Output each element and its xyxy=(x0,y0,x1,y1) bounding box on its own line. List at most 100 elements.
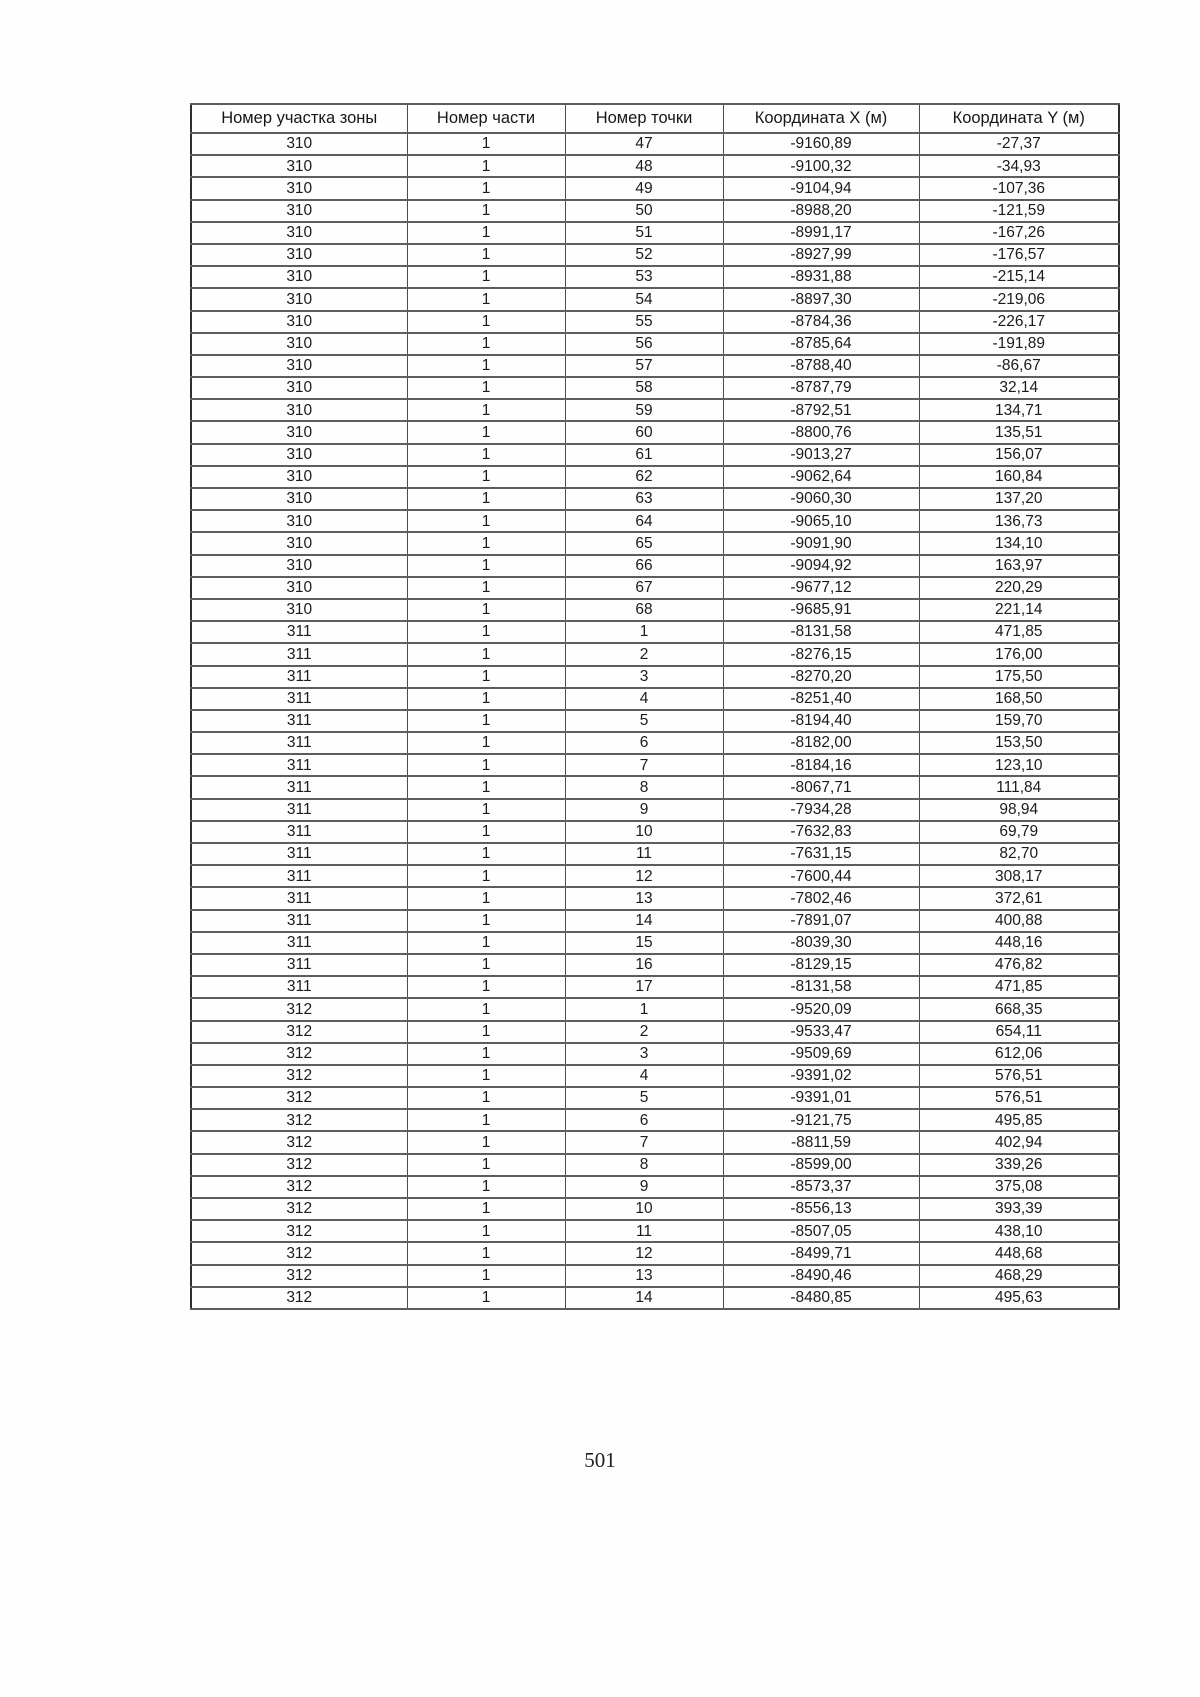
table-cell: 51 xyxy=(564,220,724,245)
table-row: 310 1 53 -8931,88 -215,14 xyxy=(190,265,1120,290)
table-row: 311 1 4 -8251,40 168,50 xyxy=(190,686,1120,711)
table-cell: -219,06 xyxy=(918,287,1120,312)
table-cell: 312 xyxy=(190,1174,408,1200)
table-cell: 312 xyxy=(190,1263,408,1288)
table-cell: 402,94 xyxy=(918,1130,1120,1155)
table-cell: 68 xyxy=(564,597,724,623)
table-row: 310 1 52 -8927,99 -176,57 xyxy=(190,242,1120,268)
table-cell: 123,10 xyxy=(918,753,1120,778)
table-row: 311 1 3 -8270,20 175,50 xyxy=(190,664,1120,689)
table-cell: -8131,58 xyxy=(722,975,920,1000)
table-cell: -8573,37 xyxy=(722,1174,920,1200)
table-cell: 1 xyxy=(406,597,566,623)
table-cell: 64 xyxy=(564,509,724,534)
table-cell: 310 xyxy=(190,242,408,268)
table-cell: 8 xyxy=(564,1152,724,1177)
table-cell: -107,36 xyxy=(918,176,1120,201)
table-cell: -8184,16 xyxy=(722,753,920,778)
table-cell: 312 xyxy=(190,1063,408,1089)
table-cell: 1 xyxy=(406,509,566,534)
table-cell: 576,51 xyxy=(918,1086,1120,1111)
table-cell: 56 xyxy=(564,331,724,356)
table-cell: -8785,64 xyxy=(722,331,920,356)
table-cell: 311 xyxy=(190,952,408,978)
table-row: 310 1 65 -9091,90 134,10 xyxy=(190,531,1120,556)
table-cell: -8599,00 xyxy=(722,1152,920,1177)
table-cell: -7934,28 xyxy=(722,797,920,822)
table-row: 311 1 11 -7631,15 82,70 xyxy=(190,841,1120,867)
table-cell: 310 xyxy=(190,309,408,334)
table-cell: 1 xyxy=(406,731,566,756)
table-cell: 312 xyxy=(190,1285,408,1310)
table-cell: 312 xyxy=(190,1241,408,1266)
table-cell: 8 xyxy=(564,775,724,800)
table-cell: -9391,01 xyxy=(722,1086,920,1111)
table-cell: 221,14 xyxy=(918,597,1120,623)
table-cell: 82,70 xyxy=(918,841,1120,867)
table-row: 311 1 1 -8131,58 471,85 xyxy=(190,620,1120,645)
table-cell: 1 xyxy=(406,708,566,734)
table-cell: 1 xyxy=(406,1108,566,1133)
table-cell: 468,29 xyxy=(918,1263,1120,1288)
table-cell: 69,79 xyxy=(918,819,1120,845)
table-cell: 1 xyxy=(406,553,566,578)
table-cell: 1 xyxy=(406,1285,566,1310)
table-cell: -9062,64 xyxy=(722,464,920,490)
table-cell: -9091,90 xyxy=(722,531,920,556)
table-cell: 311 xyxy=(190,664,408,689)
table-cell: 311 xyxy=(190,841,408,867)
table-cell: 163,97 xyxy=(918,553,1120,578)
table-cell: 1 xyxy=(406,952,566,978)
table-cell: 448,68 xyxy=(918,1241,1120,1266)
table-row: 312 1 3 -9509,69 612,06 xyxy=(190,1041,1120,1066)
table-cell: 310 xyxy=(190,353,408,379)
table-cell: -9685,91 xyxy=(722,597,920,623)
table-row: 312 1 11 -8507,05 438,10 xyxy=(190,1219,1120,1244)
table-row: 310 1 57 -8788,40 -86,67 xyxy=(190,353,1120,379)
table-cell: -8800,76 xyxy=(722,420,920,445)
table-row: 312 1 9 -8573,37 375,08 xyxy=(190,1174,1120,1200)
table-cell: 311 xyxy=(190,642,408,667)
table-cell: 310 xyxy=(190,287,408,312)
table-cell: 7 xyxy=(564,753,724,778)
table-row: 312 1 5 -9391,01 576,51 xyxy=(190,1086,1120,1111)
table-cell: -8182,00 xyxy=(722,731,920,756)
table-cell: 311 xyxy=(190,819,408,845)
table-cell: 98,94 xyxy=(918,797,1120,822)
table-cell: 1 xyxy=(406,1130,566,1155)
table-cell: -7632,83 xyxy=(722,819,920,845)
table-cell: 1 xyxy=(406,664,566,689)
table-cell: 1 xyxy=(406,642,566,667)
table-row: 310 1 54 -8897,30 -219,06 xyxy=(190,287,1120,312)
table-cell: -7600,44 xyxy=(722,864,920,889)
table-cell: -9060,30 xyxy=(722,486,920,512)
table-row: 310 1 50 -8988,20 -121,59 xyxy=(190,198,1120,223)
table-cell: 1 xyxy=(406,775,566,800)
table-cell: 310 xyxy=(190,176,408,201)
table-cell: 311 xyxy=(190,686,408,711)
table-cell: -8194,40 xyxy=(722,708,920,734)
table-cell: 66 xyxy=(564,553,724,578)
table-cell: 1 xyxy=(406,309,566,334)
table-cell: 58 xyxy=(564,376,724,401)
table-cell: 1 xyxy=(406,265,566,290)
column-header-coordinate-y: Координата Y (м) xyxy=(918,103,1120,134)
table-row: 312 1 1 -9520,09 668,35 xyxy=(190,997,1120,1022)
table-cell: 53 xyxy=(564,265,724,290)
table-cell: -215,14 xyxy=(918,265,1120,290)
table-cell: 14 xyxy=(564,908,724,933)
table-cell: 12 xyxy=(564,864,724,889)
table-cell: 17 xyxy=(564,975,724,1000)
table-cell: 1 xyxy=(406,442,566,467)
table-cell: 310 xyxy=(190,553,408,578)
table-cell: 1 xyxy=(406,464,566,490)
table-cell: 63 xyxy=(564,486,724,512)
table-cell: -8039,30 xyxy=(722,930,920,955)
table-cell: -9065,10 xyxy=(722,509,920,534)
table-cell: -34,93 xyxy=(918,154,1120,179)
table-row: 310 1 59 -8792,51 134,71 xyxy=(190,398,1120,423)
table-cell: 310 xyxy=(190,131,408,157)
table-row: 310 1 47 -9160,89 -27,37 xyxy=(190,131,1120,157)
table-cell: -8499,71 xyxy=(722,1241,920,1266)
